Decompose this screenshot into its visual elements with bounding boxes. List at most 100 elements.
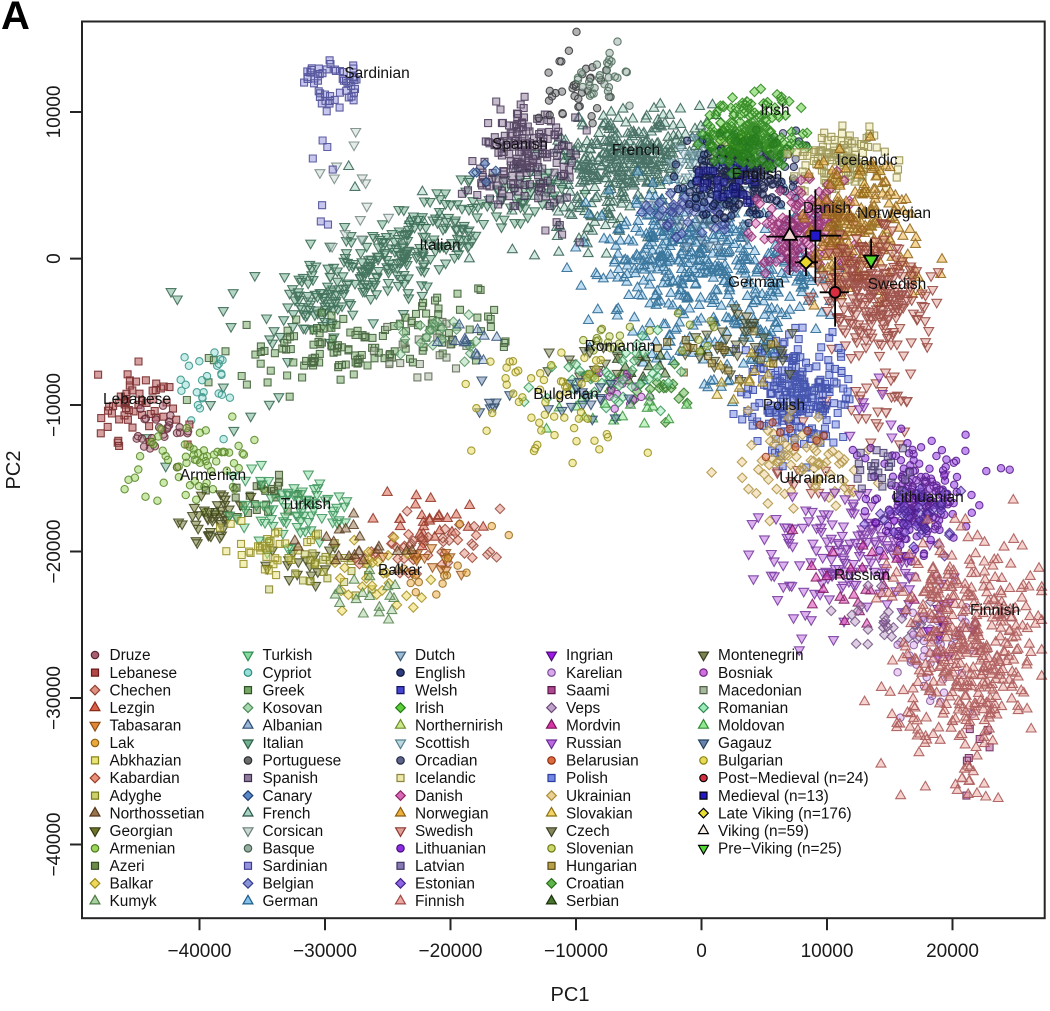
svg-text:Scottish: Scottish — [415, 735, 470, 752]
svg-text:Turkish: Turkish — [281, 496, 331, 513]
svg-text:Polish: Polish — [763, 397, 805, 414]
svg-text:Icelandic: Icelandic — [836, 152, 897, 169]
svg-text:Bulgarian: Bulgarian — [718, 753, 783, 770]
svg-text:German: German — [263, 893, 319, 910]
svg-text:Lithuanian: Lithuanian — [892, 489, 964, 506]
svg-text:Czech: Czech — [566, 823, 610, 840]
svg-text:Welsh: Welsh — [415, 682, 457, 699]
svg-text:Slovakian: Slovakian — [566, 805, 633, 822]
svg-text:−40000: −40000 — [168, 941, 232, 962]
svg-text:Montenegrin: Montenegrin — [718, 647, 804, 664]
svg-text:PC2: PC2 — [3, 451, 25, 490]
svg-text:−20000: −20000 — [419, 941, 483, 962]
svg-text:Armenian: Armenian — [110, 840, 176, 857]
svg-text:Irish: Irish — [760, 102, 789, 119]
svg-text:Albanian: Albanian — [263, 717, 323, 734]
svg-text:10000: 10000 — [801, 941, 854, 962]
svg-text:10000: 10000 — [44, 86, 65, 139]
svg-text:−10000: −10000 — [544, 941, 608, 962]
svg-text:−30000: −30000 — [293, 941, 357, 962]
svg-text:−30000: −30000 — [44, 666, 65, 730]
svg-text:Kabardian: Kabardian — [110, 770, 180, 787]
svg-text:−10000: −10000 — [44, 373, 65, 437]
svg-text:−40000: −40000 — [44, 813, 65, 877]
svg-text:Dutch: Dutch — [415, 647, 455, 664]
svg-text:French: French — [612, 142, 660, 159]
svg-text:Croatian: Croatian — [566, 876, 624, 893]
svg-text:Northernirish: Northernirish — [415, 717, 503, 734]
svg-text:Chechen: Chechen — [110, 682, 172, 699]
svg-text:Italian: Italian — [419, 237, 460, 254]
svg-text:Icelandic: Icelandic — [415, 770, 476, 787]
svg-text:Saami: Saami — [566, 682, 610, 699]
svg-text:German: German — [728, 274, 784, 291]
svg-text:English: English — [415, 665, 465, 682]
svg-text:Karelian: Karelian — [566, 665, 622, 682]
svg-text:Late Viking (n=176): Late Viking (n=176) — [718, 805, 852, 822]
svg-text:Ingrian: Ingrian — [566, 647, 613, 664]
svg-text:Pre−Viking (n=25): Pre−Viking (n=25) — [718, 840, 842, 857]
svg-text:Polish: Polish — [566, 770, 608, 787]
svg-text:Kosovan: Kosovan — [263, 700, 323, 717]
svg-text:A: A — [1, 0, 30, 38]
svg-text:Northossetian: Northossetian — [110, 805, 205, 822]
svg-text:Norwegian: Norwegian — [857, 205, 931, 222]
svg-text:Belarusian: Belarusian — [566, 753, 639, 770]
svg-text:Lezgin: Lezgin — [110, 700, 155, 717]
svg-text:Viking (n=59): Viking (n=59) — [718, 823, 809, 840]
svg-text:Balkar: Balkar — [378, 562, 422, 579]
svg-text:Adyghe: Adyghe — [110, 788, 162, 805]
svg-text:Russian: Russian — [566, 735, 622, 752]
svg-text:−20000: −20000 — [44, 520, 65, 584]
svg-text:Cypriot: Cypriot — [263, 665, 312, 682]
svg-text:Kumyk: Kumyk — [110, 893, 157, 910]
svg-text:Belgian: Belgian — [263, 876, 314, 893]
svg-text:Sardinian: Sardinian — [344, 65, 410, 82]
svg-text:Russian: Russian — [834, 567, 890, 584]
svg-text:French: French — [263, 805, 311, 822]
svg-text:Lebanese: Lebanese — [110, 665, 178, 682]
svg-text:Spanish: Spanish — [492, 136, 548, 153]
svg-text:Sardinian: Sardinian — [263, 858, 328, 875]
svg-text:Italian: Italian — [263, 735, 304, 752]
svg-text:Azeri: Azeri — [110, 858, 145, 875]
svg-text:Tabasaran: Tabasaran — [110, 717, 182, 734]
svg-text:Abkhazian: Abkhazian — [110, 753, 182, 770]
svg-text:Greek: Greek — [263, 682, 305, 699]
svg-text:Armenian: Armenian — [180, 467, 246, 484]
svg-text:Turkish: Turkish — [263, 647, 313, 664]
svg-text:PC1: PC1 — [551, 984, 590, 1006]
svg-text:Macedonian: Macedonian — [718, 682, 802, 699]
svg-text:Finnish: Finnish — [415, 893, 465, 910]
svg-text:Danish: Danish — [415, 788, 463, 805]
svg-text:Slovenian: Slovenian — [566, 840, 634, 857]
svg-text:Bulgarian: Bulgarian — [533, 386, 599, 403]
svg-text:Balkar: Balkar — [110, 876, 154, 893]
svg-text:Medieval (n=13): Medieval (n=13) — [718, 788, 829, 805]
svg-text:Mordvin: Mordvin — [566, 717, 621, 734]
svg-text:Swedish: Swedish — [415, 823, 473, 840]
svg-text:Druze: Druze — [110, 647, 151, 664]
svg-text:Canary: Canary — [263, 788, 313, 805]
svg-text:Danish: Danish — [803, 200, 851, 217]
svg-text:Spanish: Spanish — [263, 770, 319, 787]
svg-text:Moldovan: Moldovan — [718, 717, 785, 734]
svg-text:Orcadian: Orcadian — [415, 753, 477, 770]
svg-text:Corsican: Corsican — [263, 823, 324, 840]
svg-text:Veps: Veps — [566, 700, 601, 717]
svg-text:0: 0 — [44, 253, 65, 264]
svg-text:Irish: Irish — [415, 700, 444, 717]
svg-text:Swedish: Swedish — [868, 276, 927, 293]
svg-text:Bosniak: Bosniak — [718, 665, 773, 682]
svg-text:Ukrainian: Ukrainian — [566, 788, 631, 805]
svg-text:Estonian: Estonian — [415, 876, 475, 893]
svg-text:Portuguese: Portuguese — [263, 753, 342, 770]
svg-text:Basque: Basque — [263, 840, 315, 857]
svg-text:Latvian: Latvian — [415, 858, 465, 875]
svg-text:Romanian: Romanian — [718, 700, 788, 717]
svg-text:Serbian: Serbian — [566, 893, 619, 910]
svg-text:Ukrainian: Ukrainian — [779, 470, 844, 487]
svg-text:Lithuanian: Lithuanian — [415, 840, 486, 857]
svg-text:0: 0 — [696, 941, 707, 962]
svg-text:English: English — [732, 166, 783, 183]
